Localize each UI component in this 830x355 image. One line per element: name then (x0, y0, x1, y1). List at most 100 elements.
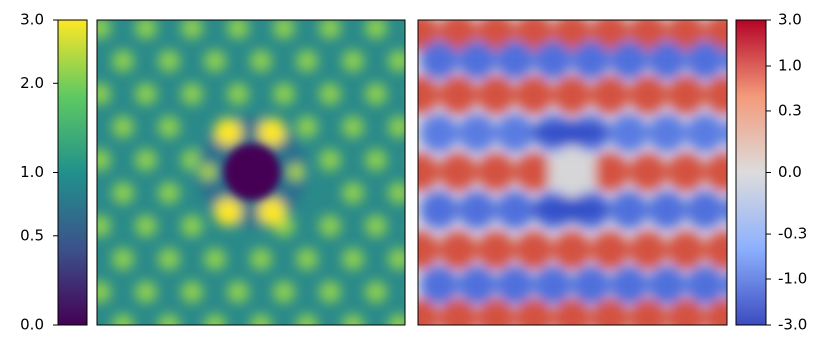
texture (342, 50, 364, 72)
texture (135, 20, 157, 39)
texture (458, 114, 496, 152)
heatmap-right (418, 20, 800, 325)
texture (288, 164, 304, 180)
texture (548, 148, 596, 196)
texture (439, 299, 477, 325)
texture (420, 41, 458, 79)
tick-label: 0.0 (778, 163, 802, 181)
texture (724, 122, 727, 144)
texture (112, 314, 134, 325)
texture (365, 20, 387, 39)
texture (420, 114, 458, 152)
texture (553, 299, 591, 325)
texture (458, 41, 496, 79)
texture (553, 231, 591, 269)
texture (648, 191, 686, 229)
tick-label: 1.0 (778, 57, 802, 75)
texture (97, 281, 111, 303)
texture (158, 116, 180, 138)
texture (204, 50, 226, 72)
texture (724, 49, 727, 71)
texture (158, 50, 180, 72)
texture (365, 281, 387, 303)
texture (250, 50, 272, 72)
texture (135, 215, 157, 237)
texture (418, 231, 439, 269)
tick-label: -1.0 (778, 269, 807, 287)
texture (296, 50, 318, 72)
texture (530, 198, 610, 222)
texture (591, 231, 629, 269)
texture (496, 114, 534, 152)
tick-label: 1.0 (20, 163, 44, 181)
texture (629, 231, 667, 269)
texture (762, 191, 800, 229)
texture (296, 116, 318, 138)
texture (610, 114, 648, 152)
texture (319, 149, 341, 171)
texture (204, 314, 226, 325)
texture (97, 83, 111, 105)
texture (667, 299, 705, 325)
texture (591, 153, 629, 191)
texture (667, 153, 705, 191)
texture (97, 215, 111, 237)
texture (610, 41, 648, 79)
texture (572, 266, 610, 304)
texture (365, 83, 387, 105)
texture (135, 149, 157, 171)
texture (477, 20, 515, 51)
texture (319, 281, 341, 303)
tick-label: 3.0 (778, 11, 802, 29)
texture (686, 114, 724, 152)
texture (515, 299, 553, 325)
texture (296, 248, 318, 270)
texture (319, 20, 341, 39)
texture (296, 314, 318, 325)
texture (477, 153, 515, 191)
texture (439, 20, 477, 51)
texture (420, 191, 458, 229)
texture (724, 199, 727, 221)
texture (439, 231, 477, 269)
frame-right (417, 19, 728, 326)
texture (158, 314, 180, 325)
texture (112, 248, 134, 270)
texture (365, 215, 387, 237)
texture (227, 281, 249, 303)
tick-label: 0.0 (20, 316, 44, 334)
texture (181, 83, 203, 105)
texture (591, 20, 629, 51)
texture (135, 83, 157, 105)
colorbar-left (57, 19, 88, 326)
texture (214, 118, 242, 146)
texture (112, 50, 134, 72)
texture (705, 231, 727, 269)
texture (591, 299, 629, 325)
texture (97, 20, 111, 39)
colorbar-right (735, 19, 767, 326)
texture (477, 299, 515, 325)
texture (112, 116, 134, 138)
texture (496, 266, 534, 304)
texture (250, 314, 272, 325)
texture (204, 248, 226, 270)
texture (439, 153, 477, 191)
texture (342, 116, 364, 138)
texture (496, 191, 534, 229)
texture (420, 266, 458, 304)
texture (158, 182, 180, 204)
texture (181, 20, 203, 39)
texture (534, 266, 572, 304)
texture (515, 20, 553, 51)
texture (273, 20, 295, 39)
texture (515, 76, 553, 114)
texture (227, 83, 249, 105)
texture (477, 76, 515, 114)
texture (342, 314, 364, 325)
texture (629, 153, 667, 191)
texture (648, 41, 686, 79)
texture (250, 248, 272, 270)
texture (515, 231, 553, 269)
texture (224, 144, 280, 200)
